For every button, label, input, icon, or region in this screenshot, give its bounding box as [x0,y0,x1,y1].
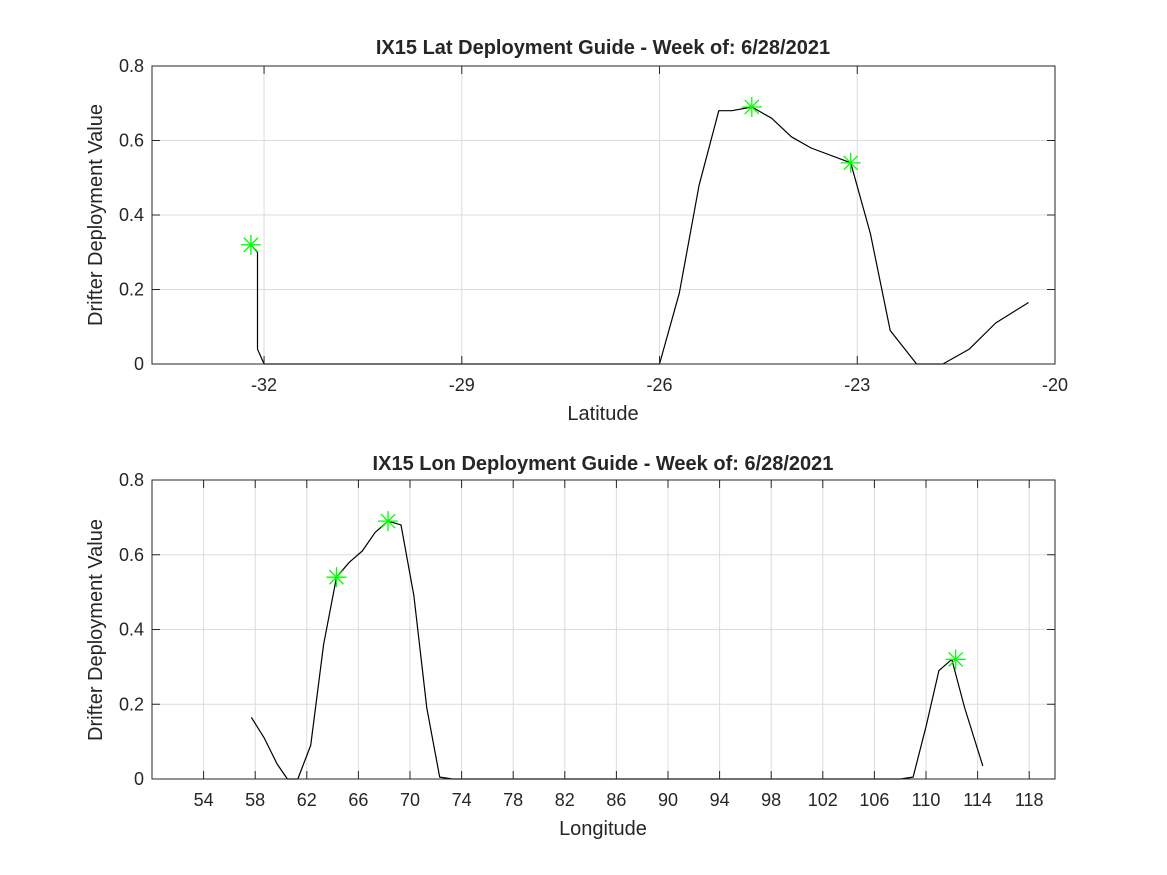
lat-y-tick-label: 0.8 [119,56,144,76]
marker-stroke [744,99,760,115]
lon-x-tick-label: 74 [452,790,472,810]
lat-y-axis-label: Drifter Deployment Value [85,104,107,326]
lon-x-tick-label: 102 [808,790,838,810]
lon-x-tick-label: 90 [658,790,678,810]
lon-asterisk-marker [378,511,399,532]
lat-x-tick-label: -32 [251,375,277,395]
lat-asterisk-marker [240,234,261,255]
lat-asterisk-marker [741,96,762,117]
lat-ticks: -32 -29 -26 -23 -20 0 0.2 0.4 0.6 0.8 [119,56,1068,395]
lon-x-tick-label: 54 [194,790,214,810]
lat-x-axis-label: Latitude [567,403,638,425]
lon-subplot: IX15 Lon Deployment Guide - Week of: 6/2… [85,453,1056,840]
lon-asterisk-marker [326,567,347,588]
marker-stroke [243,237,259,253]
lat-x-tick-label: -23 [844,375,870,395]
lon-x-tick-label: 114 [963,790,992,810]
lon-chart-title: IX15 Lon Deployment Guide - Week of: 6/2… [373,453,834,475]
lon-y-tick-label: 0.8 [119,470,144,490]
lon-asterisk-marker [945,649,966,670]
lat-x-tick-label: -26 [647,375,673,395]
lon-y-tick-label: 0.2 [119,694,144,714]
lat-chart-title: IX15 Lat Deployment Guide - Week of: 6/2… [376,37,830,59]
lon-y-tick-label: 0 [134,769,144,789]
lon-x-tick-label: 106 [859,790,889,810]
lat-y-tick-label: 0 [134,354,144,374]
lon-series-line [250,520,984,780]
lon-x-tick-label: 62 [297,790,317,810]
lon-data-layer [250,511,984,780]
marker-stroke [380,513,396,529]
lon-y-tick-label: 0.6 [119,545,144,565]
lon-x-tick-label: 86 [606,790,626,810]
marker-stroke [843,155,859,171]
lat-series-line [250,106,1029,365]
marker-stroke [328,569,344,585]
lon-x-tick-label: 78 [503,790,523,810]
lat-grid [152,65,1056,365]
lat-y-tick-label: 0.4 [119,205,144,225]
lon-y-tick-label: 0.4 [119,620,144,640]
lon-x-tick-label: 98 [761,790,781,810]
lon-x-tick-label: 110 [912,790,941,810]
lon-y-axis-label: Drifter Deployment Value [85,519,107,741]
lon-ticks: 54 58 62 66 70 74 78 82 86 90 94 98 102 106 110 114 118 0… [119,470,1055,810]
lon-x-tick-label: 94 [710,790,730,810]
lat-data-layer [240,96,1029,365]
lat-y-tick-label: 0.2 [119,280,144,300]
lon-grid [152,479,1055,780]
lon-x-axis-label: Longitude [559,818,647,840]
lon-x-tick-label: 58 [245,790,265,810]
lon-x-tick-label: 66 [348,790,368,810]
lon-x-tick-label: 82 [555,790,575,810]
lat-subplot: IX15 Lat Deployment Guide - Week of: 6/2… [85,37,1068,425]
lon-x-tick-label: 118 [1015,790,1044,810]
marker-stroke [948,651,964,667]
lat-x-tick-label: -29 [449,375,475,395]
lat-x-tick-label: -20 [1042,375,1068,395]
lat-asterisk-marker [840,152,861,173]
lat-y-tick-label: 0.6 [119,131,144,151]
lon-x-tick-label: 70 [400,790,420,810]
